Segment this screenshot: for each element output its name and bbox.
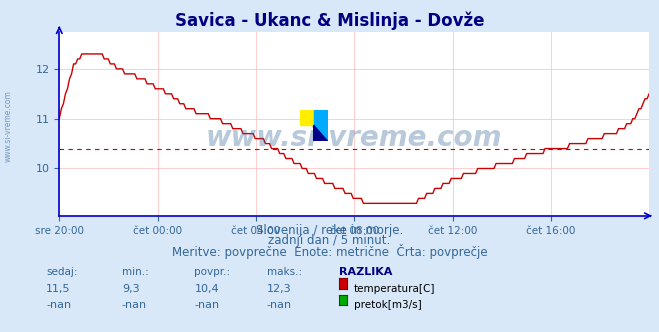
Text: 9,3: 9,3: [122, 284, 140, 294]
Text: -nan: -nan: [267, 300, 292, 310]
Text: maks.:: maks.:: [267, 267, 302, 277]
Text: 12,3: 12,3: [267, 284, 291, 294]
Polygon shape: [314, 125, 328, 141]
Text: www.si-vreme.com: www.si-vreme.com: [206, 124, 502, 152]
Text: Slovenija / reke in morje.: Slovenija / reke in morje.: [256, 224, 403, 237]
Text: povpr.:: povpr.:: [194, 267, 231, 277]
Polygon shape: [314, 110, 328, 141]
Bar: [314, 110, 328, 125]
Text: -nan: -nan: [46, 300, 71, 310]
Text: Savica - Ukanc & Mislinja - Dovže: Savica - Ukanc & Mislinja - Dovže: [175, 12, 484, 30]
Text: -nan: -nan: [122, 300, 147, 310]
Text: sedaj:: sedaj:: [46, 267, 78, 277]
Text: 10,4: 10,4: [194, 284, 219, 294]
Text: www.si-vreme.com: www.si-vreme.com: [4, 90, 13, 162]
Bar: [300, 110, 314, 125]
Text: 11,5: 11,5: [46, 284, 71, 294]
Text: pretok[m3/s]: pretok[m3/s]: [354, 300, 422, 310]
Text: temperatura[C]: temperatura[C]: [354, 284, 436, 294]
Text: Meritve: povprečne  Enote: metrične  Črta: povprečje: Meritve: povprečne Enote: metrične Črta:…: [172, 244, 487, 259]
Text: zadnji dan / 5 minut.: zadnji dan / 5 minut.: [268, 234, 391, 247]
Text: -nan: -nan: [194, 300, 219, 310]
Text: min.:: min.:: [122, 267, 149, 277]
Text: RAZLIKA: RAZLIKA: [339, 267, 393, 277]
Bar: [314, 125, 328, 141]
